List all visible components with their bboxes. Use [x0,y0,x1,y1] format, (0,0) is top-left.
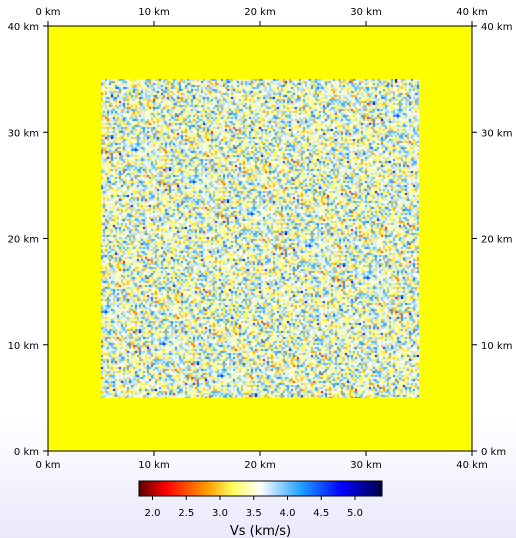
heterogeneous-velocity-region [101,79,419,398]
y-tick-label-left: 0 km [14,447,39,458]
x-tick-label-top: 30 km [350,7,381,18]
y-tick-label-right: 20 km [481,235,512,246]
x-tick-label-top: 0 km [35,7,60,18]
axis-ticks: 0 km 0 km 10 km 10 km 20 km 20 km 30 km 30 km 40… [8,7,513,471]
y-tick-label-left: 30 km [8,128,39,139]
x-tick-label-top: 20 km [244,7,275,18]
x-tick-label-bottom: 30 km [350,460,381,471]
y-tick-label-left: 20 km [8,235,39,246]
colorbar: 2.0 2.5 3.0 3.5 4.0 4.5 5.0 Vs (km/s) [138,480,383,538]
colorbar-tick-label: 4.0 [280,508,296,519]
map-panel: 0 km 0 km 10 km 10 km 20 km 20 km 30 km 30 km 40… [8,7,513,471]
y-tick-label-left: 40 km [8,22,39,33]
y-tick-label-right: 10 km [481,341,512,352]
colorbar-scale [138,480,383,497]
colorbar-tick-label: 5.0 [347,508,363,519]
y-tick-label-left: 10 km [8,341,39,352]
colorbar-tick-label: 2.0 [145,508,161,519]
x-tick-label-bottom: 40 km [456,460,487,471]
x-tick-label-top: 40 km [456,7,487,18]
colorbar-tick-label: 3.0 [212,508,228,519]
x-tick-label-bottom: 20 km [244,460,275,471]
y-tick-label-right: 0 km [481,447,506,458]
colorbar-ticks: 2.0 2.5 3.0 3.5 4.0 4.5 5.0 [145,496,363,519]
x-tick-label-bottom: 0 km [35,460,60,471]
colorbar-tick-label: 4.5 [313,508,329,519]
x-tick-label-top: 10 km [138,7,169,18]
colorbar-tick-label: 3.5 [246,508,262,519]
x-tick-label-bottom: 10 km [138,460,169,471]
y-tick-label-right: 40 km [481,22,512,33]
y-tick-label-right: 30 km [481,128,512,139]
colorbar-tick-label: 2.5 [178,508,194,519]
colorbar-title: Vs (km/s) [230,524,291,538]
